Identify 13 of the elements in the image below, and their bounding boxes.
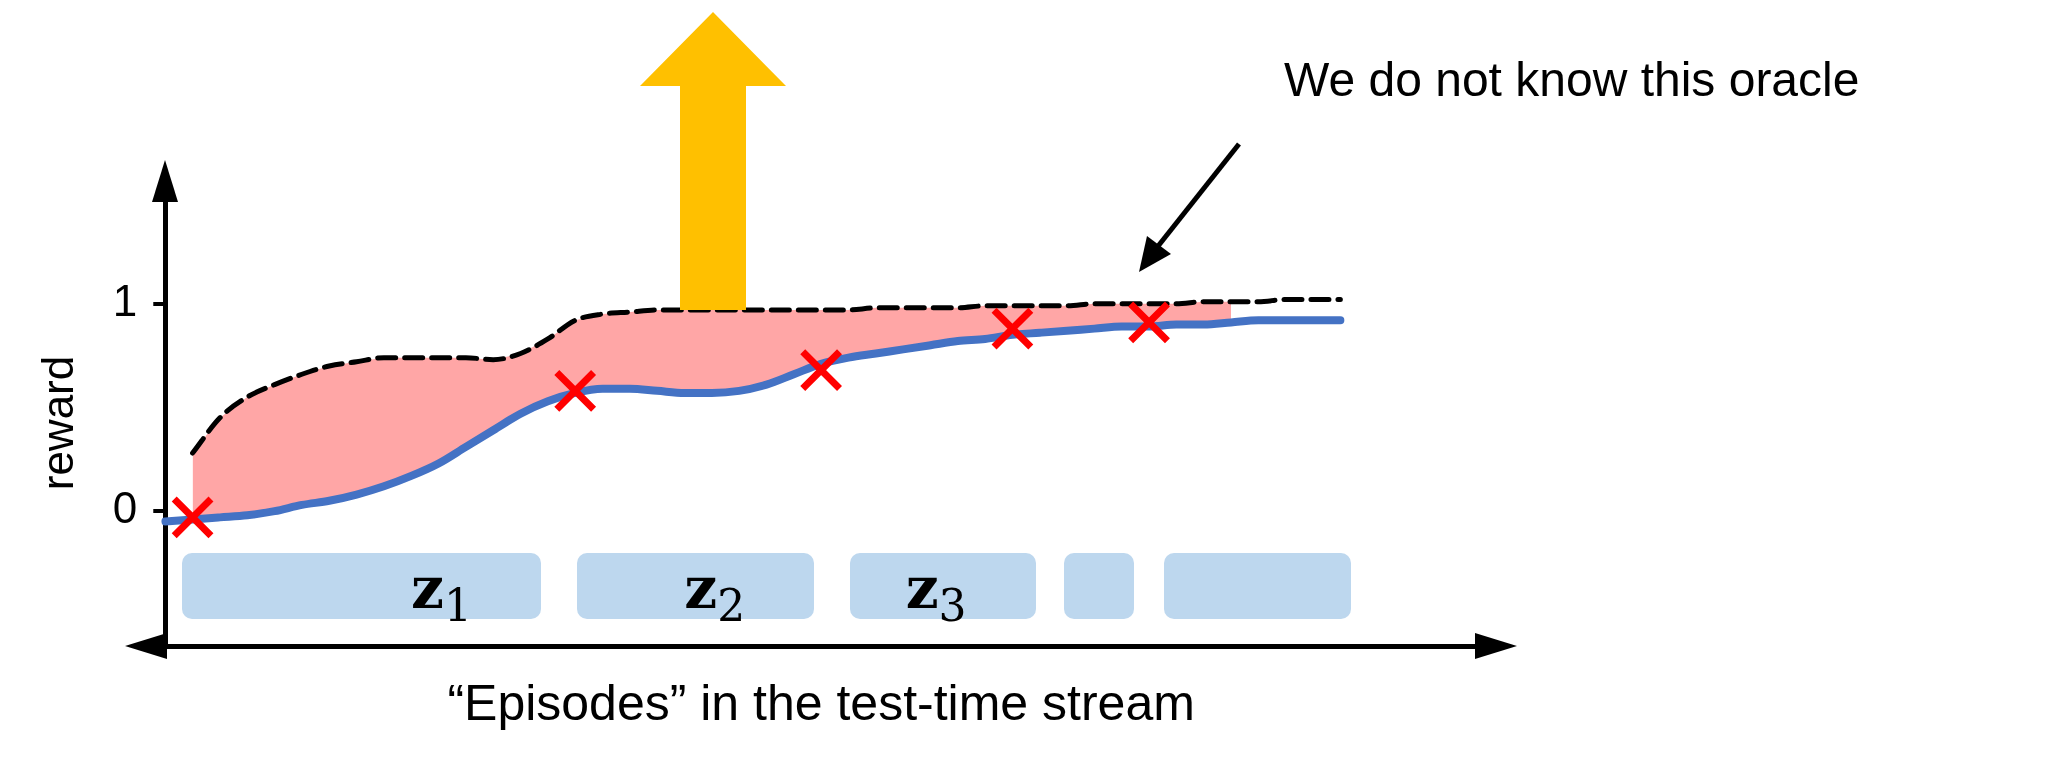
y-tick-label: 1 xyxy=(112,275,138,325)
annotation: z$_{2}$ xyxy=(684,553,746,631)
point xyxy=(799,348,844,392)
annotation: z$_{3}$ xyxy=(905,553,967,631)
annotation: z$_{1}$ xyxy=(411,553,472,631)
point xyxy=(990,306,1035,351)
point xyxy=(553,368,598,413)
text: We do not know this oracle xyxy=(1284,52,1860,107)
x-axis-title: “Episodes” in the test-time stream xyxy=(447,674,1195,731)
y-tick-label: 0 xyxy=(112,483,138,533)
point xyxy=(1127,300,1171,345)
point xyxy=(170,495,215,540)
y-axis-title: reward xyxy=(32,355,82,491)
